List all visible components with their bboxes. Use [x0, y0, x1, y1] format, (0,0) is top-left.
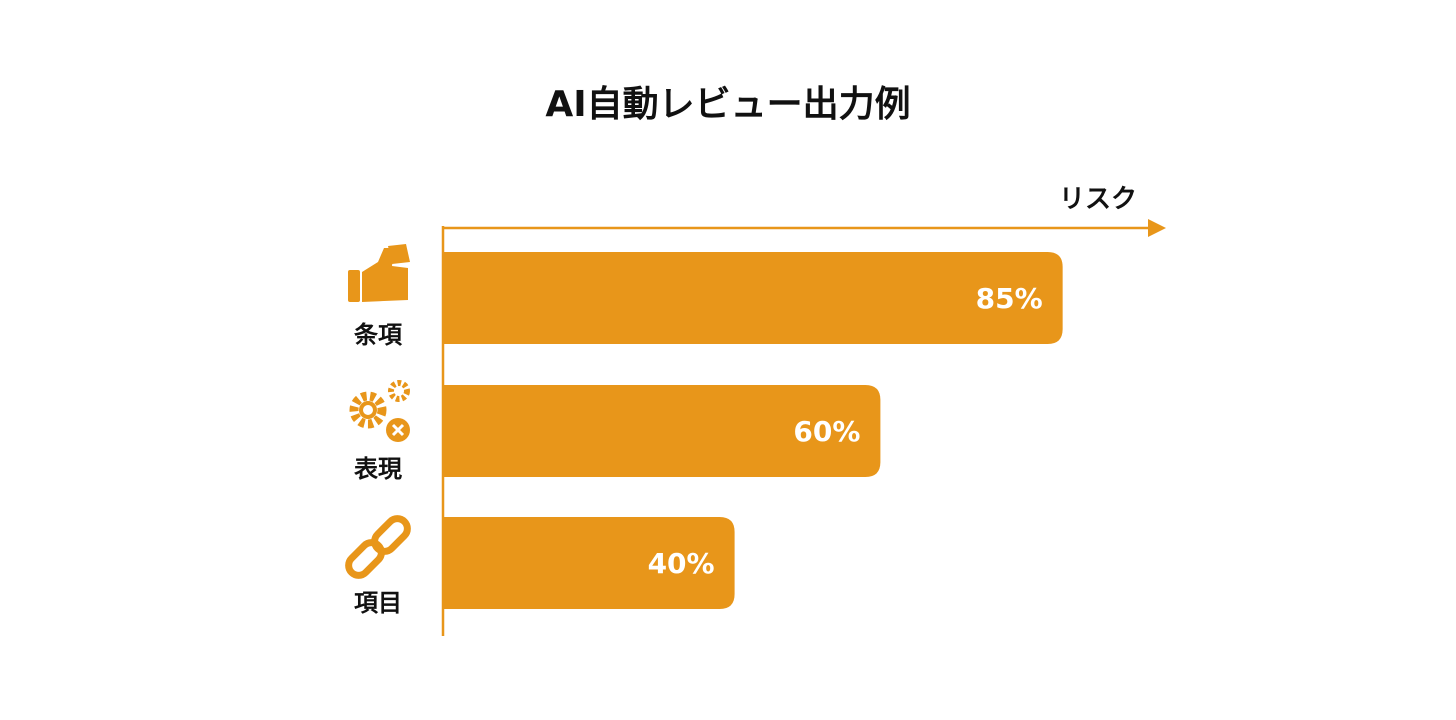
x-axis-arrow — [1148, 219, 1166, 237]
category-label: 条項 — [354, 321, 403, 349]
bar — [443, 517, 735, 609]
value-label: 85% — [976, 282, 1043, 315]
value-label: 40% — [648, 547, 715, 580]
value-label: 60% — [793, 415, 860, 448]
x-axis-label: リスク — [1059, 185, 1137, 215]
icon-gears — [349, 380, 410, 442]
chart-title: AI自動レビュー出力例 — [545, 84, 910, 125]
bar — [443, 385, 881, 477]
bar — [443, 252, 1063, 344]
icon-hand — [348, 244, 410, 302]
category-label: 項目 — [354, 589, 402, 617]
category-label: 表現 — [354, 455, 402, 483]
icon-link — [345, 515, 411, 579]
